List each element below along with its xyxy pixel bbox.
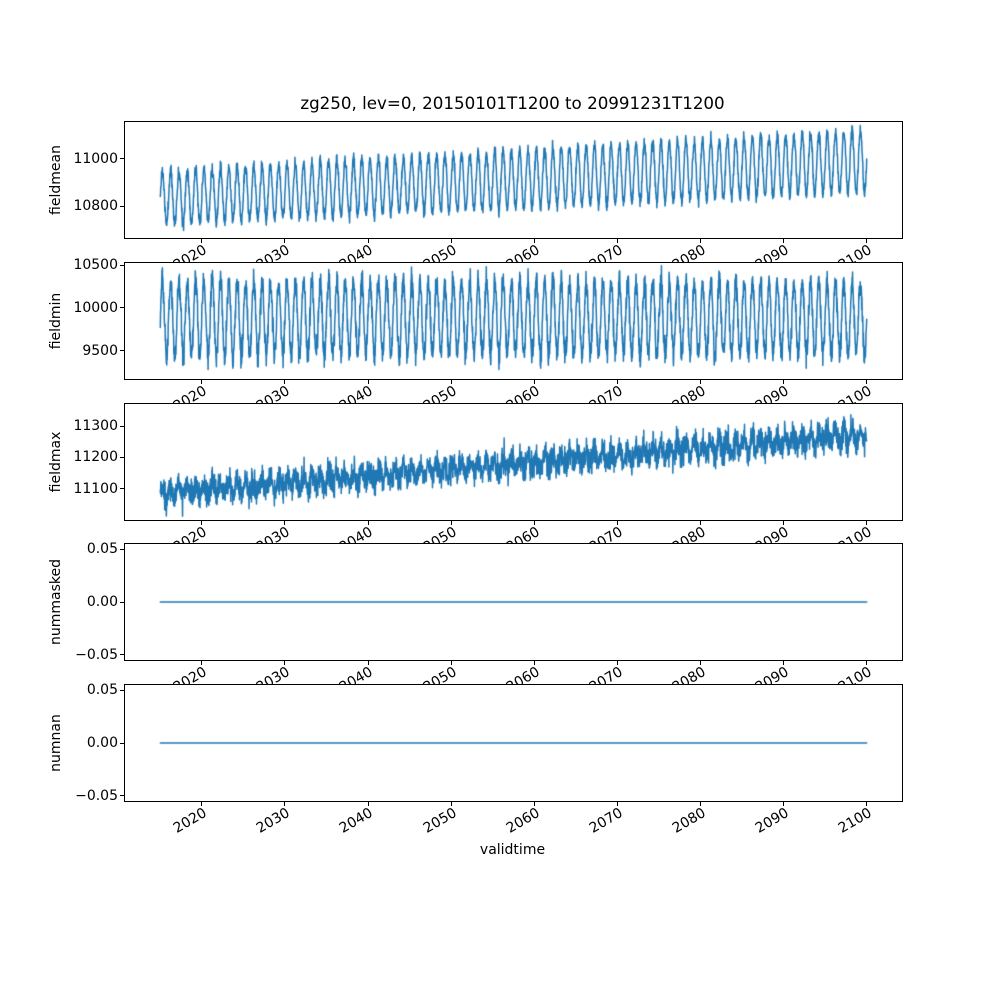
y-tick-mark bbox=[120, 158, 124, 160]
x-tick-mark bbox=[201, 239, 203, 243]
x-tick-mark bbox=[284, 802, 286, 806]
x-tick-mark bbox=[450, 380, 452, 384]
y-tick-label: −0.05 bbox=[75, 646, 118, 663]
x-tick-mark bbox=[367, 802, 369, 806]
x-tick-mark bbox=[284, 521, 286, 525]
x-tick-mark bbox=[783, 521, 785, 525]
line-series-numnan bbox=[125, 685, 902, 801]
x-tick-mark bbox=[699, 380, 701, 384]
y-tick-mark bbox=[120, 548, 124, 550]
y-tick-label: 0.00 bbox=[86, 735, 118, 751]
x-tick-mark bbox=[783, 661, 785, 665]
y-tick-label: 9500 bbox=[82, 342, 118, 359]
y-tick-label: 10500 bbox=[73, 257, 118, 274]
y-tick-mark bbox=[120, 264, 124, 266]
x-tick-mark bbox=[284, 661, 286, 665]
x-tick-label: 2070 bbox=[586, 805, 626, 837]
x-tick-label: 2060 bbox=[503, 805, 543, 837]
x-tick-label: 2020 bbox=[171, 805, 210, 837]
x-tick-mark bbox=[783, 802, 785, 806]
x-tick-mark bbox=[783, 239, 785, 243]
x-tick-mark bbox=[866, 239, 868, 243]
y-tick-mark bbox=[120, 795, 124, 797]
y-tick-mark bbox=[120, 425, 124, 427]
x-tick-mark bbox=[367, 661, 369, 665]
y-tick-label: 10800 bbox=[73, 198, 118, 215]
subplot-fieldmean: fieldmean 10800 11000 2020 2030 2040 2050 2060 2… bbox=[48, 121, 903, 274]
y-tick-mark bbox=[120, 742, 124, 744]
x-tick-mark bbox=[284, 380, 286, 384]
x-tick-mark bbox=[450, 661, 452, 665]
y-tick-label: 11300 bbox=[73, 418, 118, 435]
x-tick-mark bbox=[866, 661, 868, 665]
y-tick-label: −0.05 bbox=[75, 787, 118, 804]
y-tick-label: 0.05 bbox=[86, 682, 118, 699]
x-tick-mark bbox=[533, 380, 535, 384]
x-tick-mark bbox=[533, 661, 535, 665]
x-tick-mark bbox=[201, 521, 203, 525]
x-tick-mark bbox=[616, 802, 618, 806]
x-tick-mark bbox=[866, 380, 868, 384]
y-tick-mark bbox=[120, 689, 124, 691]
x-tick-mark bbox=[533, 239, 535, 243]
x-tick-label: 2040 bbox=[337, 805, 377, 837]
x-tick-mark bbox=[450, 521, 452, 525]
subplot-nummasked: nummasked −0.05 0.00 0.05 2020 2030 2040 2050 20… bbox=[48, 541, 903, 696]
x-tick-mark bbox=[533, 521, 535, 525]
x-tick-label: 2030 bbox=[254, 805, 293, 837]
x-tick-mark bbox=[367, 380, 369, 384]
x-tick-mark bbox=[699, 521, 701, 525]
y-tick-mark bbox=[120, 488, 124, 490]
y-tick-label: 11100 bbox=[73, 480, 118, 497]
y-tick-mark bbox=[120, 350, 124, 352]
x-tick-mark bbox=[450, 239, 452, 243]
x-tick-mark bbox=[367, 521, 369, 525]
x-tick-mark bbox=[367, 239, 369, 243]
y-tick-label: 0.05 bbox=[86, 541, 118, 558]
x-tick-label: 2090 bbox=[752, 805, 792, 837]
y-tick-label: 10000 bbox=[73, 299, 118, 316]
line-series-fieldmax bbox=[125, 404, 902, 520]
y-tick-mark bbox=[120, 654, 124, 656]
x-tick-mark bbox=[616, 521, 618, 525]
y-tick-mark bbox=[120, 601, 124, 603]
x-tick-label: 2080 bbox=[669, 805, 709, 837]
x-tick-mark bbox=[284, 239, 286, 243]
y-tick-label: 0.00 bbox=[86, 594, 118, 610]
x-tick-mark bbox=[616, 661, 618, 665]
line-series-fieldmin bbox=[125, 263, 902, 379]
y-tick-mark bbox=[120, 205, 124, 207]
x-tick-mark bbox=[783, 380, 785, 384]
x-axis-label: validtime bbox=[479, 842, 546, 858]
x-tick-label: 2050 bbox=[420, 805, 460, 837]
y-tick-label: 11200 bbox=[73, 449, 118, 466]
x-tick-label: 2100 bbox=[835, 805, 875, 837]
line-series-fieldmean bbox=[125, 122, 902, 238]
x-tick-mark bbox=[201, 661, 203, 665]
x-tick-mark bbox=[866, 521, 868, 525]
x-tick-mark bbox=[699, 239, 701, 243]
y-tick-mark bbox=[120, 456, 124, 458]
y-tick-label: 11000 bbox=[73, 150, 118, 167]
x-tick-mark bbox=[866, 802, 868, 806]
subplot-fieldmax: fieldmax 11100 11200 11300 2020 2030 2040 2050 2… bbox=[48, 403, 903, 556]
figure-title: zg250, lev=0, 20150101T1200 to 20991231T… bbox=[300, 93, 725, 113]
x-tick-mark bbox=[616, 380, 618, 384]
subplot-numnan: numnan −0.05 0.00 0.05 2020 2030 2040 2050 2060 2… bbox=[48, 682, 903, 837]
x-tick-mark bbox=[450, 802, 452, 806]
line-series-nummasked bbox=[125, 544, 902, 660]
x-tick-mark bbox=[616, 239, 618, 243]
x-tick-mark bbox=[533, 802, 535, 806]
subplot-fieldmin: fieldmin 9500 10000 10500 2020 2030 2040 2050 20… bbox=[48, 257, 903, 415]
x-tick-mark bbox=[201, 802, 203, 806]
x-tick-mark bbox=[699, 802, 701, 806]
y-tick-mark bbox=[120, 307, 124, 309]
x-tick-mark bbox=[699, 661, 701, 665]
x-tick-mark bbox=[201, 380, 203, 384]
